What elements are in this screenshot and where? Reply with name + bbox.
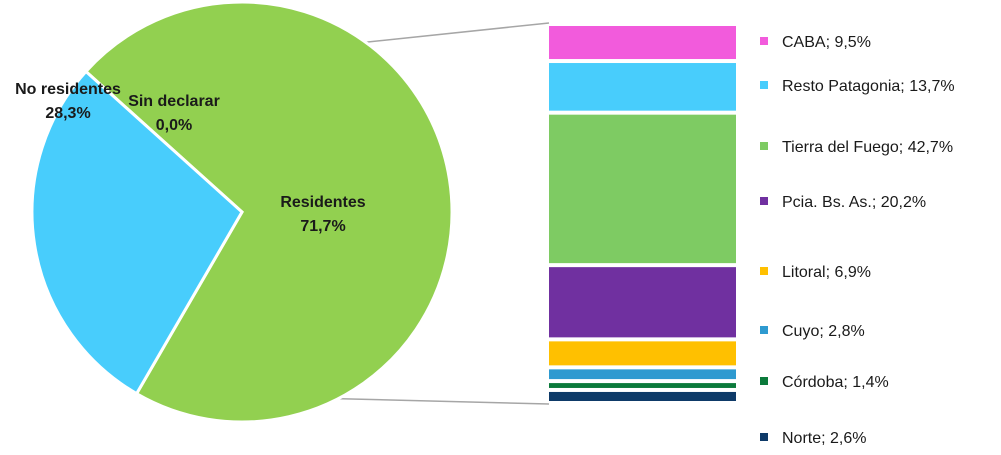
bar-segment-caba xyxy=(549,26,736,60)
legend-swatch-cordoba xyxy=(760,377,768,385)
pie-slice-no-residentes xyxy=(30,69,244,396)
legend-label-litoral: Litoral; 6,9% xyxy=(782,264,871,281)
bar-segment-resto-patagonia xyxy=(549,63,736,111)
pie-slice-residentes xyxy=(83,0,454,424)
legend-label-resto-patagonia: Resto Patagonia; 13,7% xyxy=(782,78,955,95)
pie-label-residentes: Residentes xyxy=(280,194,365,211)
legend-swatch-norte xyxy=(760,433,768,441)
pie-value-residentes: 71,7% xyxy=(300,218,345,235)
bar-segment-cuyo xyxy=(549,369,736,380)
legend-swatch-pcia-bs-as xyxy=(760,197,768,205)
bar-segment-cordoba xyxy=(549,383,736,388)
pie-label-no-residentes: No residentes xyxy=(15,81,121,98)
legend-label-caba: CABA; 9,5% xyxy=(782,34,871,51)
legend-swatch-cuyo xyxy=(760,326,768,334)
legend-swatch-caba xyxy=(760,37,768,45)
legend-label-tierra-del-fuego: Tierra del Fuego; 42,7% xyxy=(782,139,953,156)
legend-swatch-litoral xyxy=(760,267,768,275)
bar-segment-norte xyxy=(549,391,736,401)
pie-label-sin-declarar: Sin declarar xyxy=(128,93,220,110)
pie-value-sin-declarar: 0,0% xyxy=(156,117,192,134)
bar-segment-tierra-del-fuego xyxy=(549,114,736,264)
legend-label-norte: Norte; 2,6% xyxy=(782,430,866,447)
legend-label-cuyo: Cuyo; 2,8% xyxy=(782,323,865,340)
legend-label-cordoba: Córdoba; 1,4% xyxy=(782,374,889,391)
pie-value-no-residentes: 28,3% xyxy=(45,105,90,122)
bar-segment-litoral xyxy=(549,341,736,366)
legend-swatch-resto-patagonia xyxy=(760,81,768,89)
bar-segment-pcia-bs-as xyxy=(549,267,736,338)
legend-swatch-tierra-del-fuego xyxy=(760,142,768,150)
legend-label-pcia-bs-as: Pcia. Bs. As.; 20,2% xyxy=(782,194,926,211)
